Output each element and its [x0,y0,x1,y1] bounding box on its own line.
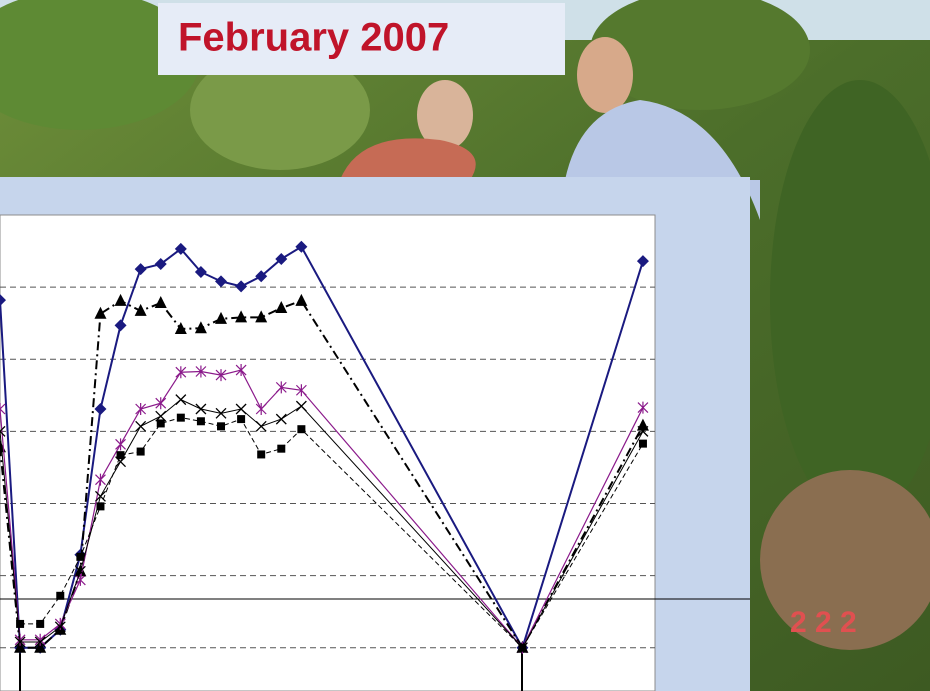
marker [637,425,649,437]
marker [235,310,248,323]
marker [95,473,106,486]
marker [156,419,165,428]
marker [34,633,46,646]
marker [215,275,228,288]
marker [36,619,45,628]
marker [255,270,268,283]
marker [176,413,185,422]
marker [194,321,207,334]
marker [136,447,145,456]
marker [0,294,6,307]
marker [16,619,25,628]
date-stamp-decoration: 2 2 2 [790,606,857,639]
marker [215,311,228,324]
marker [295,240,308,253]
slide-title: February 2007 [178,16,449,60]
marker [195,365,207,378]
marker [215,407,227,419]
marker [636,255,649,268]
marker [257,450,266,459]
marker [34,640,47,653]
marker [217,422,226,431]
marker [76,552,85,561]
marker [134,263,147,276]
marker [275,413,287,425]
marker [96,502,105,511]
marker [134,303,147,316]
marker [154,258,167,271]
marker [114,293,127,306]
marker [638,439,647,448]
marker [54,617,66,630]
marker [297,425,306,434]
marker [56,591,65,600]
plot-area [0,214,656,691]
marker [74,565,86,577]
marker [196,417,205,426]
marker [637,401,649,414]
marker [295,384,307,397]
marker [14,636,26,648]
marker [215,369,227,382]
marker [174,242,187,255]
title-box [158,3,565,75]
series-line [0,299,644,650]
marker [295,293,308,306]
marker [34,636,46,648]
marker [174,321,187,334]
marker [255,420,267,432]
marker [95,490,106,502]
marker [175,366,187,379]
marker [114,319,127,332]
marker [135,420,147,432]
marker [115,438,126,451]
series-layer [0,240,649,654]
marker [14,640,27,653]
marker [154,295,167,308]
marker [54,621,66,633]
marker [94,403,107,416]
marker [237,415,246,424]
marker [155,397,167,410]
marker [0,425,6,437]
marker [175,394,187,406]
marker [235,364,247,377]
marker [235,403,247,415]
marker [295,400,307,412]
marker [255,403,267,416]
marker [195,403,207,415]
marker [277,444,286,453]
marker [135,403,147,416]
marker [518,643,527,652]
marker [116,451,125,460]
marker [255,310,268,323]
marker [275,301,288,314]
marker [194,265,207,278]
marker [0,403,6,416]
marker [235,280,248,293]
marker [275,252,288,265]
marker [275,381,287,394]
marker [74,573,86,586]
marker [94,306,107,319]
